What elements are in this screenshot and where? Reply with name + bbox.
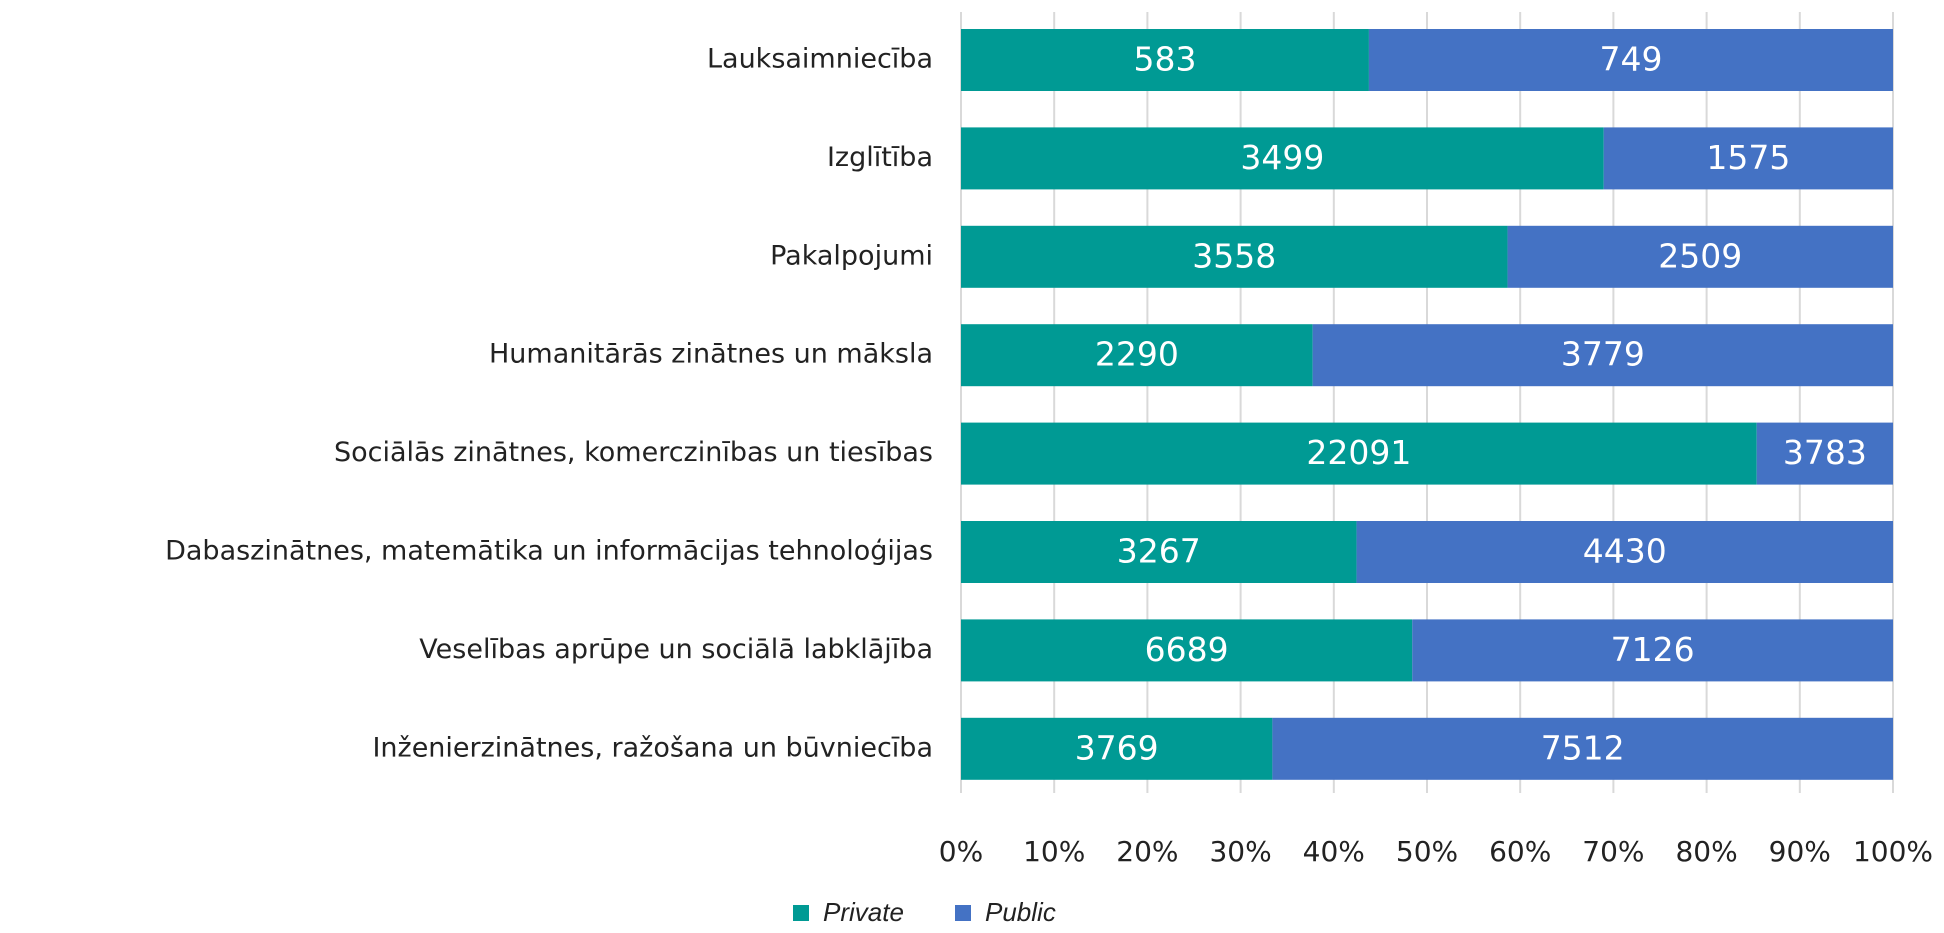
value-label: 7126 [1611,630,1695,669]
value-label: 3267 [1117,532,1201,571]
category-label: Veselības aprūpe un sociālā labklājība [419,634,933,665]
category-label: Sociālās zinātnes, komerczinības un ties… [334,437,933,468]
x-tick-label: 10% [1023,835,1085,868]
x-tick-label: 50% [1396,835,1458,868]
bar-segment [961,422,1757,485]
legend-swatch [955,905,971,921]
x-tick-label: 60% [1489,835,1551,868]
bar-segment [1507,225,1893,288]
x-tick-label: 20% [1116,835,1178,868]
bar-segment [1603,127,1893,190]
bar-segment [961,127,1604,190]
bar-segment [961,717,1273,780]
x-tick-label: 100% [1853,835,1933,868]
legend-label: Private [823,897,904,927]
bar-segment [961,324,1313,387]
value-label: 3779 [1561,335,1645,374]
bar-segment [961,225,1508,288]
category-label: Humanitārās zinātnes un māksla [489,339,933,370]
value-label: 3769 [1075,728,1159,767]
value-label: 749 [1599,40,1662,79]
x-tick-label: 90% [1769,835,1831,868]
x-tick-label: 0% [939,835,983,868]
value-label: 583 [1133,40,1196,79]
bar-segment [961,619,1413,682]
value-label: 2290 [1095,335,1179,374]
category-label: Dabaszinātnes, matemātika un informācija… [165,536,933,567]
category-label: Pakalpojumi [770,240,933,271]
value-label: 4430 [1583,532,1667,571]
value-label: 3783 [1783,433,1867,472]
bar-segment [961,29,1369,91]
category-label: Lauksaimniecība [707,44,933,75]
value-label: 3558 [1192,236,1276,275]
value-label: 2509 [1658,236,1742,275]
category-label: Inženierzinātnes, ražošana un būvniecība [372,732,933,763]
category-label: Izglītība [827,142,933,173]
x-tick-label: 70% [1582,835,1644,868]
value-label: 1575 [1706,138,1790,177]
value-label: 7512 [1541,728,1625,767]
bar-segment [1356,521,1893,583]
value-label: 22091 [1306,433,1411,472]
x-tick-label: 80% [1675,835,1737,868]
value-label: 6689 [1145,630,1229,669]
bar-segment [961,521,1357,583]
x-tick-label: 30% [1209,835,1271,868]
legend-label: Public [985,897,1056,927]
bar-segment [1272,717,1893,780]
bar-segment [1412,619,1893,682]
bar-segment [1368,29,1893,91]
x-tick-label: 40% [1303,835,1365,868]
legend-swatch [793,905,809,921]
bar-segment [1312,324,1893,387]
bar-segment [1756,422,1893,485]
value-label: 3499 [1240,138,1324,177]
